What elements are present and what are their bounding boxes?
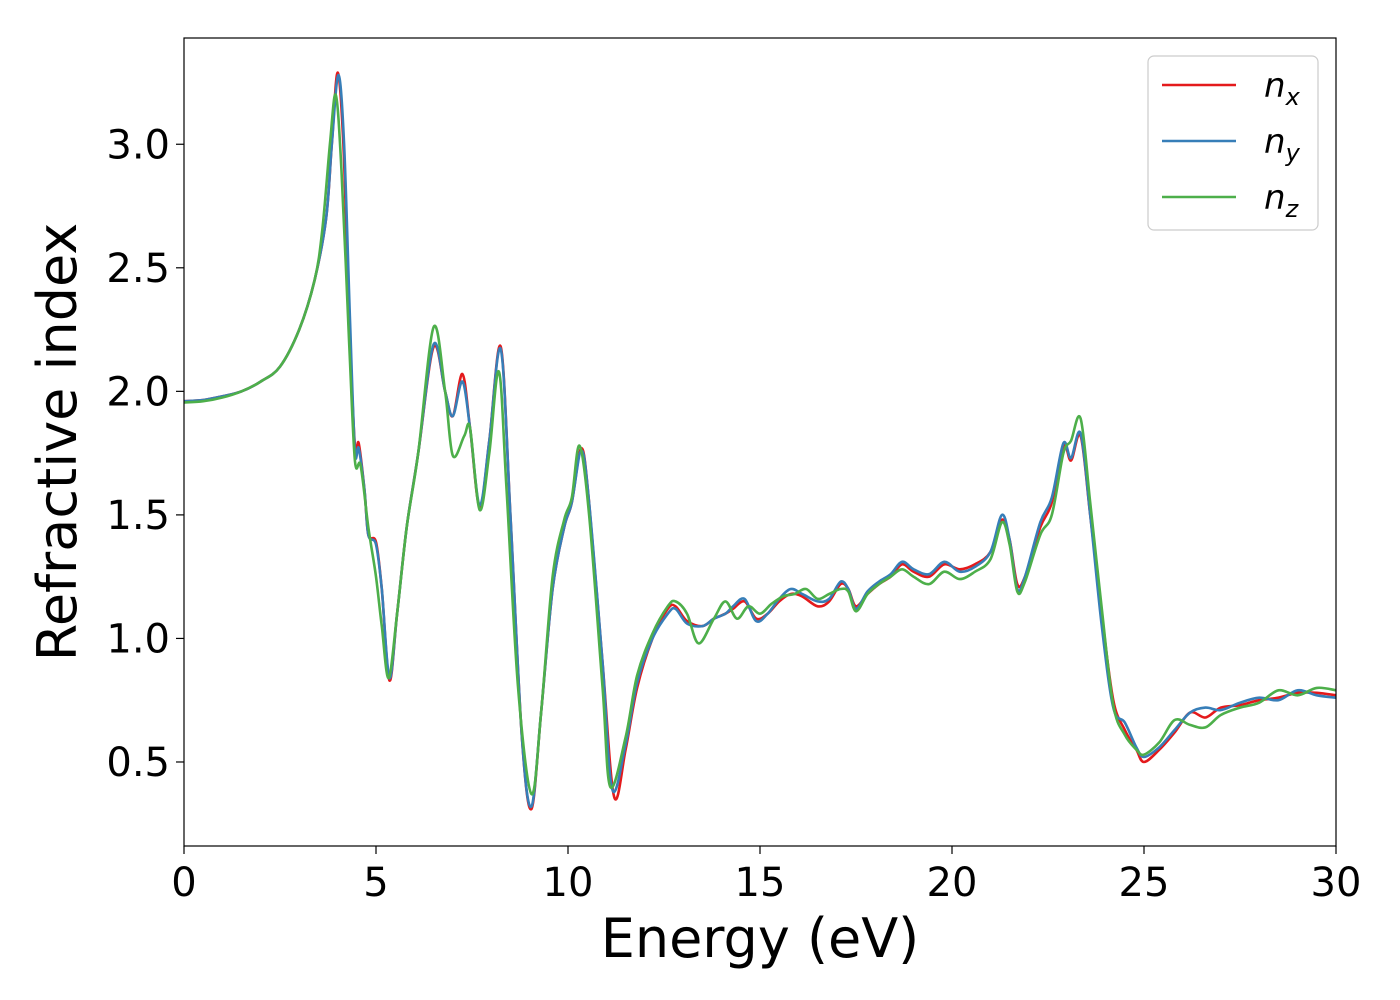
series-layer	[183, 71, 1337, 811]
x-tick-label: 20	[927, 860, 978, 906]
x-tick-label: 15	[735, 860, 786, 906]
y-axis-label: Refractive index	[26, 223, 89, 662]
y-tick-label: 2.0	[106, 369, 170, 415]
y-tick-label: 1.5	[106, 493, 170, 539]
x-tick-label: 5	[363, 860, 388, 906]
x-tick-label: 30	[1311, 860, 1362, 906]
x-tick-label: 25	[1119, 860, 1170, 906]
y-axis-ticks: 0.5 1.0 1.5 2.0 2.5 3.0	[106, 122, 184, 786]
x-tick-label: 10	[543, 860, 594, 906]
y-tick-label: 3.0	[106, 122, 170, 168]
legend-box	[1147, 55, 1319, 231]
x-axis-ticks: 0 5 10 15 20 25 30	[171, 846, 1361, 906]
y-tick-label: 2.5	[106, 246, 170, 292]
x-axis-label: Energy (eV)	[601, 907, 920, 970]
y-tick-label: 1.0	[106, 616, 170, 662]
y-tick-label: 0.5	[106, 740, 170, 786]
series-line-nz	[183, 93, 1337, 796]
plot-area	[184, 38, 1336, 846]
x-tick-label: 0	[171, 860, 196, 906]
